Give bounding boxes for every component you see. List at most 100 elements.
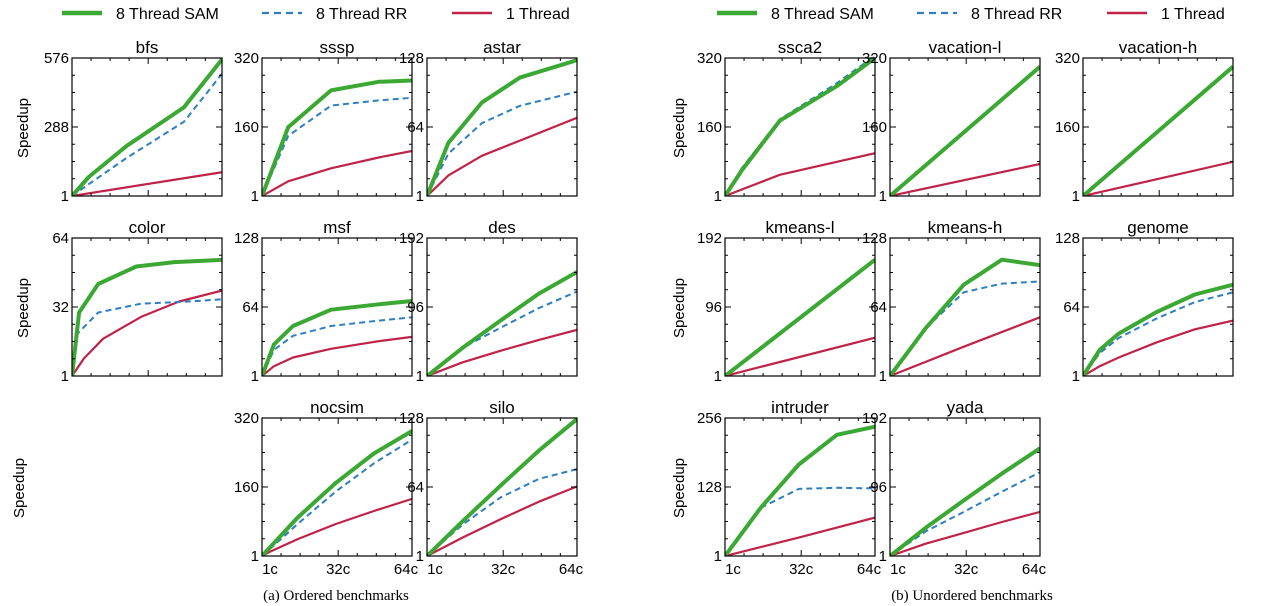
panel-nocsim: nocsim 320 160 11c 32c 64c xyxy=(234,398,419,578)
panel-bfs: bfs 576 288 1 xyxy=(44,38,223,205)
series-group xyxy=(1083,65,1233,196)
series-8-thread-sam xyxy=(72,257,222,376)
series-8-thread-sam xyxy=(725,424,875,556)
series-8-thread-sam xyxy=(427,417,577,556)
series-1-thread xyxy=(262,497,412,556)
legend-label: 8 Thread SAM xyxy=(771,6,874,23)
series-group xyxy=(890,65,1040,196)
series-1-thread xyxy=(72,289,222,376)
series-group xyxy=(890,257,1040,376)
series-8-thread-sam xyxy=(1083,65,1233,196)
panel-title: silo xyxy=(489,398,515,417)
legend-label: 1 Thread xyxy=(506,6,570,23)
series-8-thread-rr xyxy=(890,280,1040,376)
series-8-thread-rr xyxy=(427,90,577,196)
y-tick-label: 320 xyxy=(1055,50,1080,67)
y-tick-label: 192 xyxy=(399,230,424,247)
panel-vacation-l: vacation-l 320 160 1 xyxy=(862,38,1041,205)
x-tick-label: 1c xyxy=(262,561,278,578)
series-group xyxy=(725,424,875,556)
series-group xyxy=(427,58,577,196)
y-tick-label: 1 xyxy=(714,368,722,385)
y-tick-label: 1 xyxy=(416,368,424,385)
series-group xyxy=(262,78,412,196)
y-tick-label: 1 xyxy=(416,188,424,205)
y-tick-label: 96 xyxy=(407,299,424,316)
plot-frame xyxy=(261,57,413,197)
y-axis-label: Speedup xyxy=(15,278,32,338)
y-tick-label: 128 xyxy=(862,230,887,247)
plot-frame xyxy=(889,417,1041,557)
panel-title: yada xyxy=(947,398,984,417)
panel-title: kmeans-l xyxy=(766,218,835,237)
y-tick-label: 64 xyxy=(52,230,69,247)
y-tick-label: 96 xyxy=(870,479,887,496)
series-8-thread-sam xyxy=(72,58,222,196)
y-tick-label: 192 xyxy=(862,410,887,427)
y-tick-label: 288 xyxy=(44,119,69,136)
panel-title: nocsim xyxy=(310,398,364,417)
y-tick-label: 64 xyxy=(242,299,259,316)
panel-title: kmeans-h xyxy=(928,218,1003,237)
series-8-thread-sam xyxy=(725,56,875,196)
y-tick-label: 1 xyxy=(251,548,259,565)
series-1-thread xyxy=(427,485,577,556)
series-8-thread-sam xyxy=(890,257,1040,376)
x-tick-label: 64c xyxy=(559,561,584,578)
y-tick-label: 64 xyxy=(1063,299,1080,316)
panel-title: astar xyxy=(483,38,521,57)
series-group xyxy=(262,429,412,556)
y-tick-label: 64 xyxy=(407,479,424,496)
plot-frame xyxy=(426,237,578,377)
panel-title: sssp xyxy=(320,38,355,57)
plot-frame xyxy=(724,57,876,197)
plot-frame xyxy=(889,237,1041,377)
panel-title: msf xyxy=(323,218,351,237)
series-group xyxy=(427,417,577,556)
series-8-thread-sam xyxy=(262,429,412,556)
y-tick-label: 576 xyxy=(44,50,69,67)
plot-frame xyxy=(724,237,876,377)
series-1-thread xyxy=(427,116,577,196)
plot-frame xyxy=(724,417,876,557)
y-tick-label: 128 xyxy=(399,410,424,427)
y-tick-label: 128 xyxy=(234,230,259,247)
y-tick-label: 1 xyxy=(61,188,69,205)
panel-silo: silo 128 64 11c 32c 64c xyxy=(399,398,584,578)
panel-title: bfs xyxy=(136,38,159,57)
y-tick-label: 160 xyxy=(1055,119,1080,136)
plot-frame xyxy=(1082,237,1234,377)
y-axis-label: Speedup xyxy=(671,458,688,518)
y-tick-label: 1 xyxy=(879,368,887,385)
series-8-thread-rr xyxy=(72,298,222,376)
series-group xyxy=(262,299,412,376)
y-tick-label: 128 xyxy=(399,50,424,67)
panel-title: ssca2 xyxy=(778,38,822,57)
legend-label: 8 Thread RR xyxy=(316,6,407,23)
x-tick-label: 32c xyxy=(789,561,814,578)
series-1-thread xyxy=(890,316,1040,376)
series-8-thread-sam xyxy=(262,78,412,196)
y-axis-label: Speedup xyxy=(11,458,28,518)
plot-frame xyxy=(261,237,413,377)
panel-kmeans-l: kmeans-l 192 96 1 xyxy=(697,218,876,385)
panel-title: color xyxy=(129,218,166,237)
x-tick-label: 1c xyxy=(427,561,443,578)
panel-yada: yada 192 96 11c 32c 64c xyxy=(862,398,1047,578)
panel-msf: msf 128 64 1 xyxy=(234,218,413,385)
y-tick-label: 192 xyxy=(697,230,722,247)
y-tick-label: 320 xyxy=(234,50,259,67)
panel-ssca2: ssca2 320 160 1 xyxy=(697,38,876,205)
series-1-thread xyxy=(725,152,875,196)
series-8-thread-sam xyxy=(725,258,875,376)
panel-intruder: intruder 256 128 11c 32c 64c xyxy=(697,398,882,578)
series-1-thread xyxy=(725,516,875,556)
series-8-thread-sam xyxy=(890,65,1040,196)
series-1-thread xyxy=(890,510,1040,556)
y-tick-label: 1 xyxy=(1072,188,1080,205)
series-8-thread-rr xyxy=(890,471,1040,556)
series-8-thread-sam xyxy=(427,270,577,376)
panel-des: des 192 96 1 xyxy=(399,218,578,385)
series-group xyxy=(427,270,577,376)
legend: 8 Thread SAM 8 Thread RR 1 Thread xyxy=(717,6,1225,23)
